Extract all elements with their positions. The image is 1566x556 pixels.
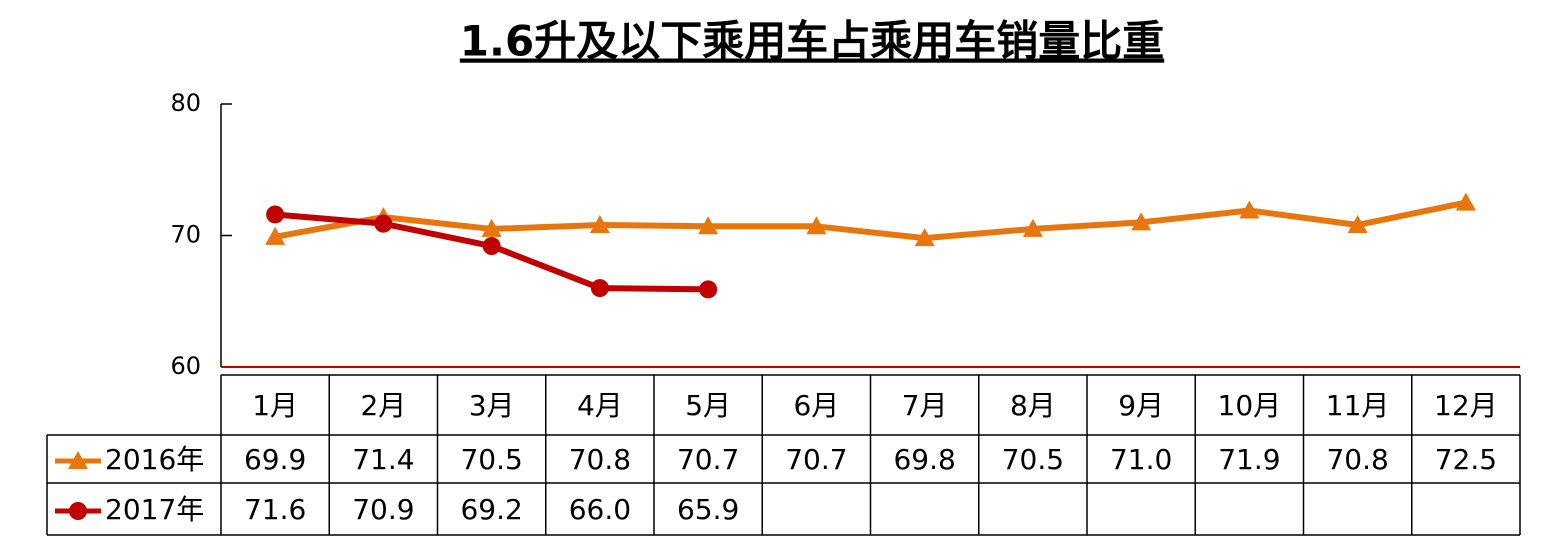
marker: [265, 226, 286, 245]
table-value: 65.9: [677, 493, 739, 526]
legend-label: 2017年: [105, 493, 204, 526]
table-value: 69.8: [893, 443, 955, 476]
x-tick-label: 10月: [1218, 389, 1282, 422]
marker: [590, 279, 609, 298]
marker: [1022, 218, 1043, 237]
table-value: 71.4: [352, 443, 414, 476]
table-value: 70.9: [352, 493, 414, 526]
marker: [481, 218, 502, 237]
marker: [699, 280, 718, 299]
table-value: 72.5: [1435, 443, 1497, 476]
y-tick-label: 60: [170, 352, 201, 380]
table-value: 71.6: [244, 493, 306, 526]
x-tick-label: 12月: [1434, 389, 1498, 422]
table-value: 70.8: [1326, 443, 1388, 476]
table-value: 70.8: [569, 443, 631, 476]
marker: [374, 214, 393, 233]
x-tick-label: 8月: [1010, 389, 1056, 422]
marker: [1455, 192, 1476, 211]
series-line: [274, 199, 1467, 242]
marker: [1347, 214, 1368, 233]
x-tick-label: 6月: [793, 389, 839, 422]
table-value: 70.5: [1002, 443, 1064, 476]
marker: [69, 502, 87, 520]
marker: [914, 228, 935, 247]
table-value: 69.9: [244, 443, 306, 476]
table-value: 71.0: [1110, 443, 1172, 476]
x-tick-label: 9月: [1118, 389, 1164, 422]
x-tick-label: 2月: [360, 389, 406, 422]
legend-label: 2016年: [105, 443, 204, 476]
marker: [698, 216, 719, 235]
marker: [266, 205, 285, 224]
x-tick-label: 11月: [1326, 389, 1390, 422]
marker: [806, 216, 827, 235]
marker: [589, 214, 610, 233]
x-tick-label: 3月: [469, 389, 515, 422]
y-tick-label: 70: [170, 221, 201, 249]
marker: [68, 451, 88, 469]
table-value: 70.7: [785, 443, 847, 476]
x-tick-label: 5月: [685, 389, 731, 422]
marker: [482, 237, 501, 256]
x-tick-label: 7月: [902, 389, 948, 422]
y-tick-label: 80: [170, 89, 201, 117]
table-value: 69.2: [460, 493, 522, 526]
marker: [1131, 212, 1152, 231]
table-value: 70.5: [460, 443, 522, 476]
table-value: 70.7: [677, 443, 739, 476]
table-value: 71.9: [1218, 443, 1280, 476]
table-value: 66.0: [569, 493, 631, 526]
marker: [1239, 200, 1260, 219]
chart-title: 1.6升及以下乘用车占乘用车销量比重: [460, 17, 1164, 66]
x-tick-label: 4月: [577, 389, 623, 422]
x-tick-label: 1月: [252, 389, 298, 422]
